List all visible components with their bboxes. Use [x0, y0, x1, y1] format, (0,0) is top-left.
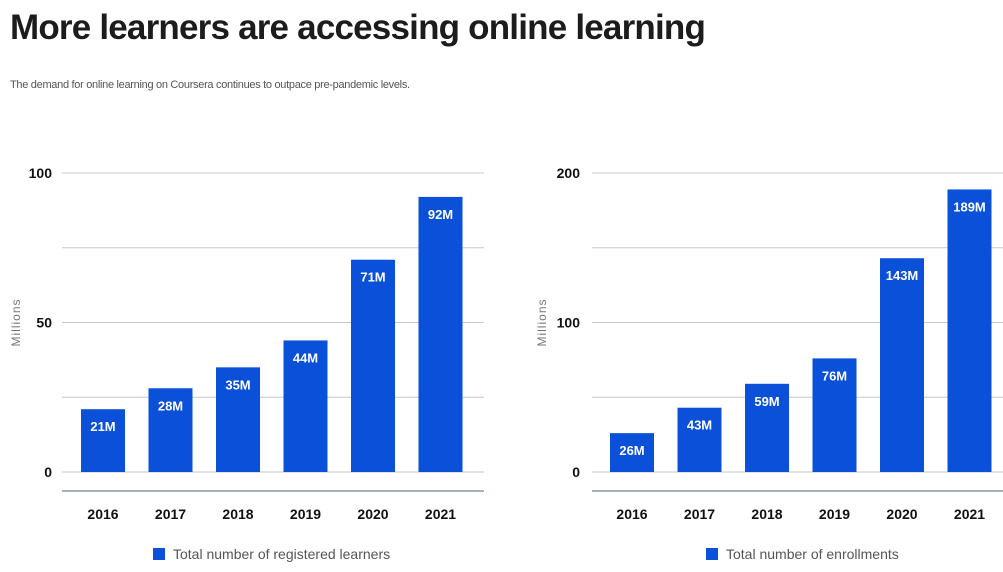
- chart-2-y-axis-label: Millions: [535, 298, 549, 346]
- chart-2-legend-label: Total number of enrollments: [726, 546, 899, 562]
- chart-2-x-tick-label: 2019: [819, 506, 850, 522]
- chart-1-x-tick-label: 2020: [357, 506, 388, 522]
- chart-2-bar-value-label: 76M: [822, 368, 847, 383]
- chart-2-bar-value-label: 59M: [754, 394, 779, 409]
- chart-1-legend-label: Total number of registered learners: [173, 546, 390, 562]
- chart-2-bar-value-label: 26M: [619, 443, 644, 458]
- chart-2-bar-value-label: 43M: [687, 418, 712, 433]
- chart-2-bar: [947, 189, 992, 472]
- chart-2-x-tick-label: 2021: [954, 506, 985, 522]
- chart-1-bar: [216, 367, 260, 472]
- chart-1-bar-value-label: 35M: [225, 377, 250, 392]
- chart-2-bar: [745, 383, 789, 472]
- chart-2-bar-value-label: 189M: [953, 199, 986, 214]
- chart-1-bar: [81, 409, 125, 472]
- chart-2-bar-value-label: 143M: [886, 268, 919, 283]
- chart-2-x-tick-label: 2020: [886, 506, 917, 522]
- chart-2-bar: [610, 433, 654, 472]
- chart-2-x-tick-label: 2017: [684, 506, 715, 522]
- chart-1-y-tick-label: 0: [44, 464, 52, 480]
- chart-1-bar: [148, 388, 193, 472]
- chart-1-y-tick-label: 100: [29, 165, 53, 181]
- chart-1-y-axis-label: Millions: [9, 298, 23, 346]
- chart-1-bar-value-label: 71M: [360, 270, 385, 285]
- chart-1-bar-value-label: 21M: [90, 419, 115, 434]
- chart-1-x-tick-label: 2019: [290, 506, 321, 522]
- chart-2-bar: [880, 258, 924, 472]
- chart-2-legend-swatch: [706, 548, 718, 560]
- chart-2-bar: [812, 358, 857, 472]
- chart-2-y-tick-label: 0: [572, 464, 580, 480]
- page-subtitle: The demand for online learning on Course…: [10, 79, 410, 91]
- chart-2-y-tick-label: 100: [557, 315, 581, 331]
- chart-1-y-tick-label: 50: [36, 315, 52, 331]
- chart-2-x-tick-label: 2018: [751, 506, 782, 522]
- chart-1-bar: [283, 340, 328, 472]
- chart-1-bar: [351, 259, 395, 472]
- chart-1-bar: [418, 196, 463, 473]
- chart-1-legend-swatch: [153, 548, 165, 560]
- chart-1-x-tick-label: 2017: [155, 506, 186, 522]
- chart-2-y-tick-label: 200: [557, 165, 581, 181]
- chart-1-x-tick-label: 2016: [87, 506, 118, 522]
- chart-2-bar: [677, 407, 722, 472]
- chart-1-bar-value-label: 28M: [158, 398, 183, 413]
- chart-1-bar-value-label: 44M: [293, 350, 318, 365]
- page-title: More learners are accessing online learn…: [10, 8, 706, 47]
- chart-2-x-tick-label: 2016: [616, 506, 647, 522]
- chart-1-x-tick-label: 2021: [425, 506, 456, 522]
- chart-1-x-tick-label: 2018: [222, 506, 253, 522]
- chart-1-bar-value-label: 92M: [428, 207, 453, 222]
